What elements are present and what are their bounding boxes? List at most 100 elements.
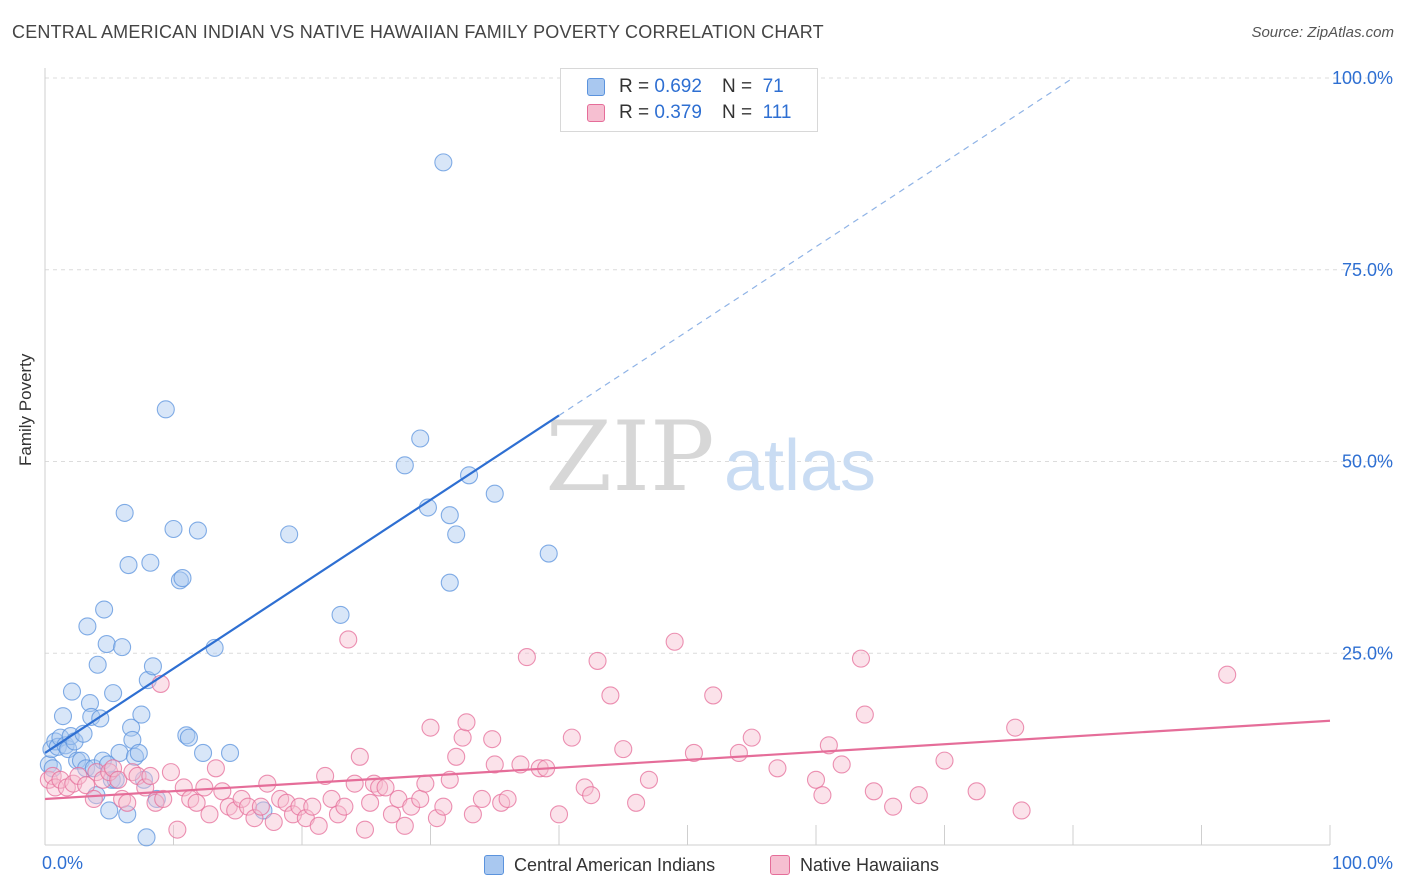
data-point <box>421 718 440 737</box>
data-point <box>345 774 364 793</box>
data-point <box>187 793 206 812</box>
data-point <box>350 747 369 766</box>
data-point <box>316 766 335 786</box>
data-point <box>154 789 173 809</box>
legend-item-central-american-indians: Central American Indians <box>484 852 715 878</box>
data-point <box>483 730 502 749</box>
data-point <box>238 797 258 816</box>
trend-line-central-american <box>44 414 560 754</box>
data-point <box>245 809 264 828</box>
data-point <box>170 571 189 590</box>
data-point <box>909 786 928 805</box>
data-point <box>485 755 504 774</box>
data-point <box>69 766 88 786</box>
data-point <box>742 728 761 747</box>
data-point <box>251 797 270 816</box>
series-central-american-indians <box>39 153 558 847</box>
data-point <box>109 770 128 789</box>
data-point <box>129 743 148 763</box>
data-point <box>704 686 723 705</box>
x-tick-label: 0.0% <box>42 853 83 873</box>
data-point <box>93 770 112 789</box>
data-point <box>220 743 240 763</box>
trend-line-native-hawaiian <box>44 719 1331 801</box>
trend-lines <box>44 77 1331 801</box>
data-point <box>395 456 414 475</box>
legend-swatch-blue <box>587 78 605 96</box>
data-point <box>627 793 646 812</box>
data-point <box>1006 718 1025 737</box>
data-point <box>498 789 517 809</box>
data-point <box>164 519 183 539</box>
data-point <box>200 805 219 824</box>
data-point <box>264 812 283 832</box>
grid-lines <box>45 77 1392 654</box>
data-point <box>280 525 299 544</box>
data-point <box>855 705 874 724</box>
data-point <box>132 705 151 724</box>
data-point <box>303 797 322 816</box>
data-point <box>665 632 684 651</box>
data-point <box>935 751 954 770</box>
data-point <box>87 763 106 782</box>
legend-swatch-blue <box>484 855 504 875</box>
data-point <box>232 789 251 809</box>
r-value: 0.692 <box>654 76 702 97</box>
data-point <box>104 759 123 778</box>
data-point <box>967 782 986 801</box>
data-point <box>119 555 138 575</box>
data-point <box>177 726 196 745</box>
data-point <box>328 805 348 824</box>
n-label: N = <box>721 76 753 97</box>
data-point <box>309 816 328 835</box>
data-point <box>179 728 198 747</box>
data-point <box>453 728 472 747</box>
data-point <box>161 763 180 782</box>
data-point <box>331 605 350 624</box>
data-point <box>213 782 232 801</box>
data-point <box>813 786 832 805</box>
data-point <box>115 503 134 522</box>
watermark-zip: ZIP <box>545 401 714 513</box>
data-point <box>97 634 116 654</box>
r-label: R = <box>619 102 650 123</box>
data-point <box>447 525 466 544</box>
data-point <box>588 651 607 670</box>
y-tick-label: 50.0% <box>1342 452 1393 472</box>
data-point <box>434 153 453 172</box>
data-point <box>382 805 402 824</box>
data-point <box>195 778 214 797</box>
data-point <box>104 684 123 703</box>
data-point <box>395 816 414 835</box>
data-point <box>156 400 175 419</box>
data-point <box>188 521 207 540</box>
data-point <box>290 797 309 816</box>
data-point <box>485 484 504 503</box>
data-point <box>575 778 594 797</box>
data-point <box>601 686 620 705</box>
legend-label: Native Hawaiians <box>800 854 940 875</box>
data-point <box>457 713 476 732</box>
data-point <box>110 743 129 763</box>
y-tick-label: 75.0% <box>1342 260 1393 280</box>
data-point <box>77 776 96 795</box>
data-point <box>639 770 659 789</box>
data-point <box>113 638 132 657</box>
data-point <box>411 429 430 448</box>
legend-swatch-pink <box>587 104 605 122</box>
legend-item-native-hawaiians: Native Hawaiians <box>770 852 939 878</box>
data-point <box>447 747 466 766</box>
data-point <box>84 789 103 809</box>
data-point <box>614 740 633 759</box>
source-label: Source: ZipAtlas.com <box>1251 24 1394 41</box>
series-native-hawaiians <box>39 630 1237 839</box>
data-point <box>440 506 459 525</box>
data-point <box>806 770 826 789</box>
data-point <box>141 766 160 786</box>
data-point <box>832 755 851 774</box>
data-point <box>53 707 73 726</box>
n-value: 71 <box>762 76 784 97</box>
data-point <box>143 657 162 676</box>
data-point <box>355 820 375 839</box>
